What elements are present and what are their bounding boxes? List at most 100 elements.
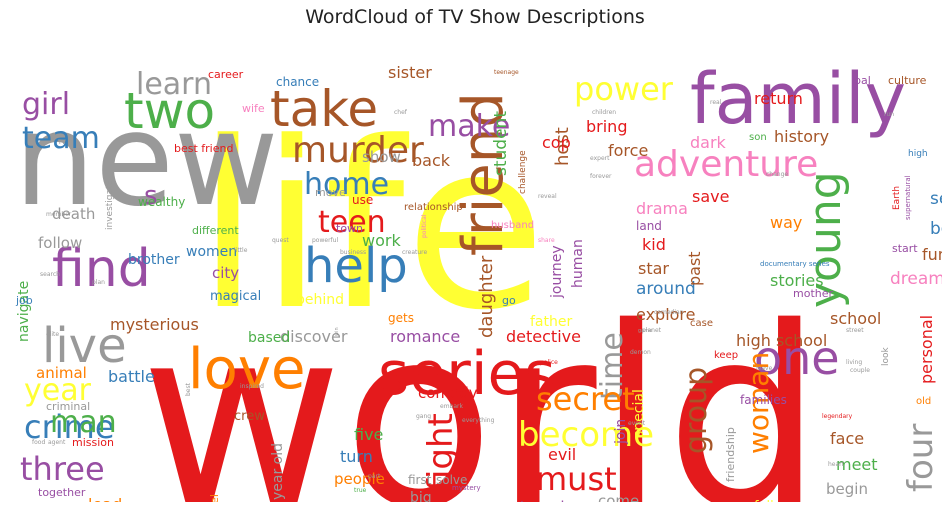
word-land: land [636, 219, 662, 233]
word-sister: sister [388, 63, 432, 82]
word-demon: demon [630, 349, 651, 356]
word-take: take [270, 80, 378, 138]
word-go: go [502, 294, 516, 307]
word-business: business [340, 249, 366, 256]
word-relationship: relationship [404, 202, 463, 213]
word-quest: quest [272, 237, 289, 244]
word-earth: Earth [892, 186, 902, 210]
word-new: new [14, 86, 279, 235]
word-three: three [20, 450, 105, 488]
word-part: part [368, 473, 381, 480]
word-different: different [192, 224, 239, 237]
word-discover: discover [280, 327, 348, 346]
word-job: job [15, 294, 33, 307]
word-street: street [846, 327, 864, 334]
word-game: game [638, 328, 652, 334]
word-win: win [334, 327, 340, 336]
word-son: son [749, 132, 767, 143]
word-legendary: legendary [822, 413, 853, 420]
word-gets: gets [388, 311, 414, 325]
word-live: live [42, 318, 127, 374]
word-help: help [304, 238, 408, 294]
word-crew: crew [234, 409, 265, 424]
word-mysterious: mysterious [110, 315, 199, 334]
word-living: living [846, 359, 862, 366]
word-murder: murder [292, 130, 424, 171]
word-host: host [552, 127, 573, 166]
word-learn: learn [136, 67, 212, 102]
word-change: change [766, 171, 788, 178]
word-death: death [52, 205, 95, 223]
word-challenge: challenge [518, 150, 528, 194]
word-behind: behind [296, 292, 344, 308]
word-set: set [930, 189, 942, 209]
word-dark: dark [690, 133, 727, 152]
word-explore: explore [636, 305, 696, 324]
word-cloud: life world new family series love friend take tw… [8, 36, 942, 502]
word-power: power [574, 70, 674, 108]
word-wealthy: wealthy [138, 195, 185, 209]
word-solve: solve [436, 473, 467, 487]
word-young: young [800, 171, 851, 308]
word-detective: detective [506, 327, 581, 346]
word-case: case [690, 318, 713, 329]
word-best-friend: best friend [174, 142, 233, 155]
word-cop: cop [542, 133, 571, 152]
word-two: two [124, 82, 215, 140]
word-group: group [679, 367, 714, 454]
word-fall: fall [754, 499, 774, 502]
word-agent: agent [48, 439, 66, 446]
word-star: star [638, 259, 669, 278]
word-chance: chance [276, 75, 319, 89]
word-powerful: powerful [312, 237, 338, 244]
word-heart: heart [828, 461, 845, 468]
word-adventure: adventure [634, 144, 818, 185]
word-everything: everything [462, 417, 495, 424]
word-around: around [636, 279, 696, 299]
word-life: life [196, 94, 546, 361]
word-time: time [595, 332, 630, 400]
word-husband: husband [491, 220, 534, 231]
word-elite: elite [46, 331, 59, 338]
word-force: force [608, 141, 648, 160]
word-return: return [754, 89, 803, 108]
word-man: man [50, 405, 117, 440]
word-journey: journey [549, 245, 565, 299]
word-run: run [884, 111, 894, 118]
word-police: police [540, 359, 558, 366]
word-special: special [631, 389, 647, 438]
word-show: show [362, 148, 401, 166]
word-join: join [613, 419, 629, 445]
word-teenage: teenage [494, 69, 519, 76]
word-chef: chef [394, 109, 408, 116]
word-big: big [410, 490, 432, 502]
word-girl: girl [22, 87, 70, 122]
word-high: high [908, 149, 928, 159]
word-school: school [830, 309, 881, 328]
word-personal: personal [917, 315, 936, 384]
word-plan: plan [92, 279, 105, 286]
word-way: way [770, 213, 802, 232]
word-meet: meet [836, 455, 878, 474]
word-real: real [710, 99, 722, 106]
word-pal: pal [854, 74, 871, 87]
word-five: five [354, 425, 383, 444]
word-become: become [518, 415, 654, 455]
word-gang: gang [416, 413, 431, 420]
word-women: women [186, 244, 237, 260]
word-culture: culture [888, 74, 927, 87]
word-travel: travel [208, 494, 221, 502]
word-four: four [901, 424, 941, 492]
word-work: work [362, 231, 401, 250]
word-must: must [536, 460, 617, 498]
word-keep: keep [714, 350, 738, 361]
word-move: move [315, 186, 346, 199]
word-dream: dream [890, 269, 942, 289]
word-planet: planet [642, 327, 662, 334]
word-fight: fight [421, 413, 461, 491]
word-wife: wife [242, 102, 265, 115]
word-woman: woman [742, 352, 775, 454]
word-back: back [412, 151, 451, 170]
word-brother: brother [128, 252, 180, 268]
word-town: town [336, 222, 363, 235]
